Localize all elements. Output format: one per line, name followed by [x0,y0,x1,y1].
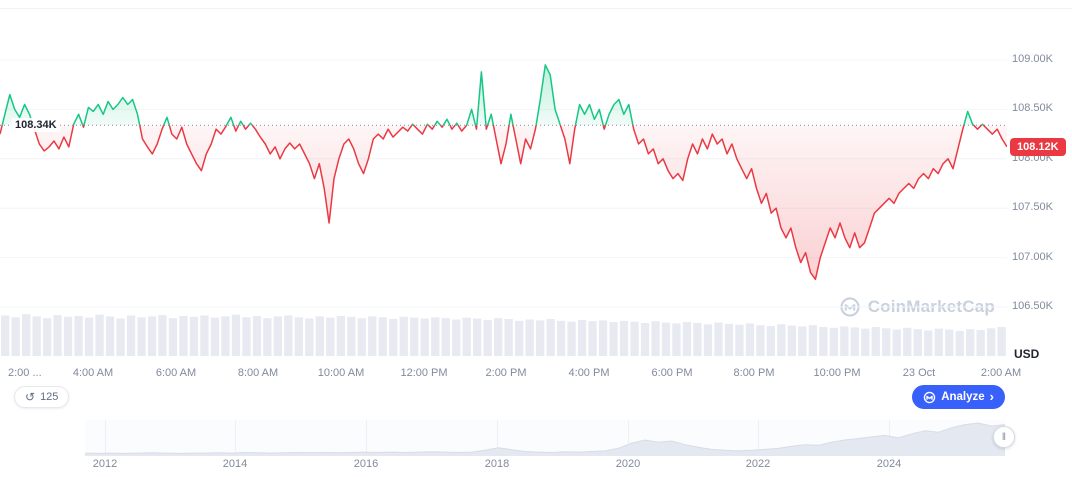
x-axis-label: 6:00 PM [651,367,693,379]
chevron-right-icon: › [989,389,994,404]
y-axis-label: 108.50K [1012,102,1053,115]
x-axis-label: 23 Oct [902,367,936,379]
x-axis-label: 2:00 AM [980,367,1022,379]
navigator-tick [235,420,236,456]
navigator-year-label: 2016 [353,458,379,470]
navigator-tick [366,420,367,456]
y-axis-label: 107.50K [1012,201,1053,214]
history-button[interactable]: ↺ 125 [14,386,70,408]
x-axis-label: 10:00 AM [317,367,365,379]
x-axis-label: 8:00 AM [237,367,279,379]
analyze-button[interactable]: Analyze › [912,385,1005,409]
navigator-year-label: 2024 [876,458,902,470]
y-axis-label: 106.50K [1012,300,1053,312]
navigator-year-label: 2022 [745,458,771,470]
x-axis-label: 8:00 PM [733,367,775,379]
price-chart-canvas[interactable] [0,8,1007,356]
navigator-year-label: 2020 [615,458,641,470]
navigator-year-label: 2014 [222,458,248,470]
y-axis-label: 107.00K [1012,250,1053,263]
navigator-year-label: 2012 [92,458,118,470]
navigator-handle[interactable]: ‖ [993,426,1015,448]
navigator-tick [105,420,106,456]
y-axis-label: 109.00K [1012,53,1053,65]
x-axis-label: 4:00 PM [568,367,610,379]
history-count: 125 [40,391,59,403]
navigator-mini-chart [84,420,1006,456]
history-icon: ↺ [25,390,36,404]
navigator-tick [628,420,629,456]
x-axis-label: 10:00 PM [813,367,861,379]
x-axis-label: 2:00 PM [485,367,527,379]
analyze-label: Analyze [941,391,985,403]
navigator-tick [497,420,498,456]
chart-top-border [0,8,1072,9]
navigator-year-label: 2018 [484,458,510,470]
x-axis-label: 6:00 AM [155,367,197,379]
x-axis-label: 12:00 PM [400,367,448,379]
currency-label: USD [1014,347,1040,361]
navigator-tick [758,420,759,456]
x-axis-label: 2:00 ... [8,367,42,379]
x-axis-label: 4:00 AM [72,367,114,379]
current-price-badge: 108.12K [1010,138,1066,156]
analyze-logo-icon [923,391,936,404]
baseline-price-label: 108.34K [12,118,60,132]
range-navigator[interactable] [84,420,1006,456]
